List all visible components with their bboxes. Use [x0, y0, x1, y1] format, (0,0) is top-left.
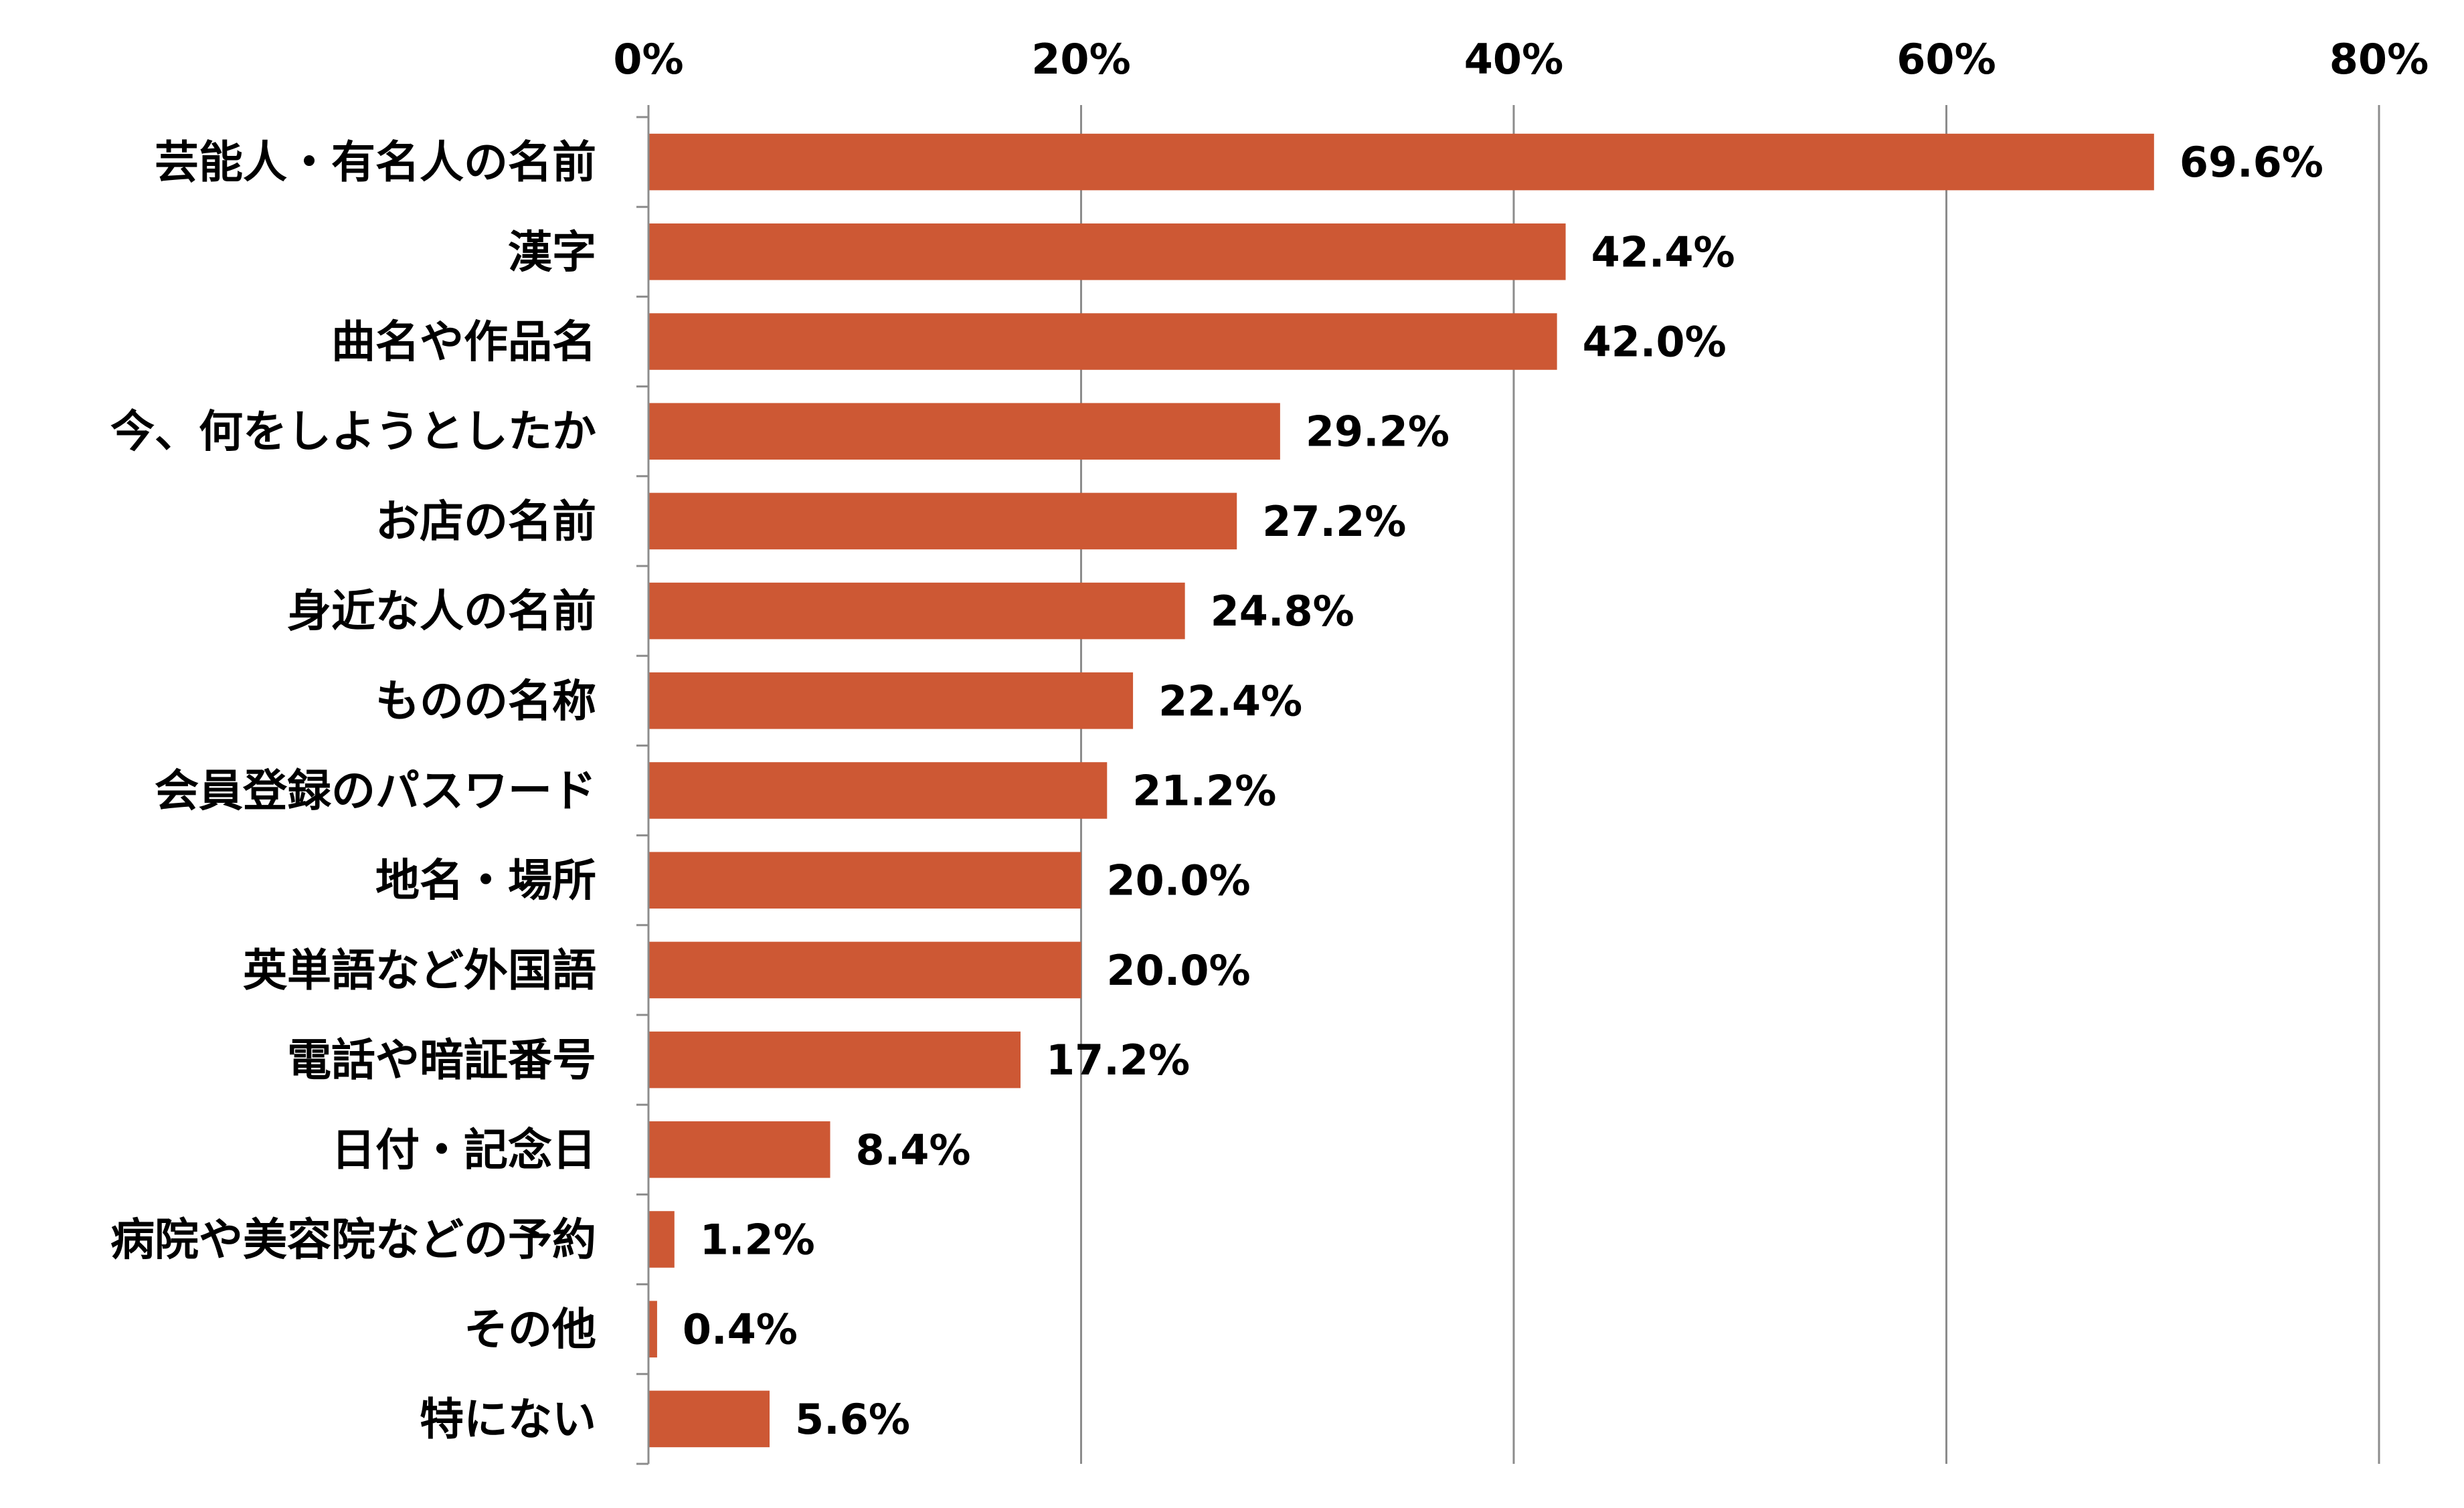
bar [648, 1390, 770, 1448]
bar [648, 1211, 675, 1268]
category-label: 曲名や作品名 [331, 316, 596, 368]
category-label: 英単語など外国語 [243, 945, 596, 996]
category-label: その他 [464, 1304, 596, 1355]
bar [648, 403, 1280, 460]
category-label: 芸能人・有名人の名前 [155, 136, 596, 188]
bar [648, 223, 1566, 280]
bars [648, 133, 2154, 1448]
category-label: 地名・場所 [375, 855, 596, 907]
category-label: 特にない [420, 1394, 596, 1445]
category-label: 日付・記念日 [331, 1124, 596, 1175]
data-label: 69.6% [2180, 138, 2323, 187]
data-label: 0.4% [683, 1305, 798, 1354]
x-axis-ticks: 0% 20% 40% 60% 80% [613, 35, 2429, 117]
x-tick-label: 0% [613, 35, 683, 84]
bar [648, 762, 1108, 819]
x-tick-label: 20% [1031, 35, 1130, 84]
bar [648, 1301, 657, 1357]
bar [648, 1031, 1021, 1089]
data-label: 17.2% [1046, 1036, 1190, 1085]
x-tick-label: 60% [1897, 35, 1996, 84]
category-label: 病院や美容院などの予約 [110, 1214, 596, 1266]
data-label: 21.2% [1132, 767, 1276, 816]
data-label: 29.2% [1306, 407, 1449, 456]
bar [648, 582, 1185, 640]
data-label: 5.6% [795, 1395, 910, 1444]
category-label: 電話や暗証番号 [287, 1034, 596, 1086]
data-label: 1.2% [700, 1216, 815, 1264]
x-tick-label: 40% [1464, 35, 1563, 84]
bar [648, 852, 1081, 909]
data-label: 20.0% [1107, 946, 1251, 995]
data-label: 8.4% [856, 1125, 971, 1174]
data-label: 27.2% [1262, 497, 1406, 546]
bar [648, 492, 1237, 550]
bar [648, 941, 1081, 999]
bar [648, 672, 1134, 729]
category-labels: 芸能人・有名人の名前漢字曲名や作品名今、何をしようとしたかお店の名前身近な人の名… [110, 136, 596, 1445]
category-label: お店の名前 [375, 496, 596, 547]
bar [648, 1121, 830, 1178]
value-labels: 69.6% 42.4% 42.0% 29.2% 27.2% 24.8% 22.4% 21.2%… [683, 138, 2323, 1444]
category-label: 会員登録のパスワード [155, 765, 596, 817]
bar [648, 313, 1557, 370]
x-tick-label: 80% [2329, 35, 2429, 84]
data-label: 42.4% [1591, 227, 1735, 276]
data-label: 24.8% [1211, 587, 1354, 636]
y-axis [636, 105, 650, 1465]
category-label: ものの名称 [375, 675, 596, 727]
category-label: 身近な人の名前 [287, 585, 596, 637]
data-label: 22.4% [1158, 676, 1302, 725]
data-label: 42.0% [1583, 318, 1727, 367]
data-label: 20.0% [1107, 856, 1251, 905]
category-label: 今、何をしようとしたか [110, 406, 596, 458]
category-label: 漢字 [508, 226, 596, 278]
bar [648, 133, 2154, 191]
